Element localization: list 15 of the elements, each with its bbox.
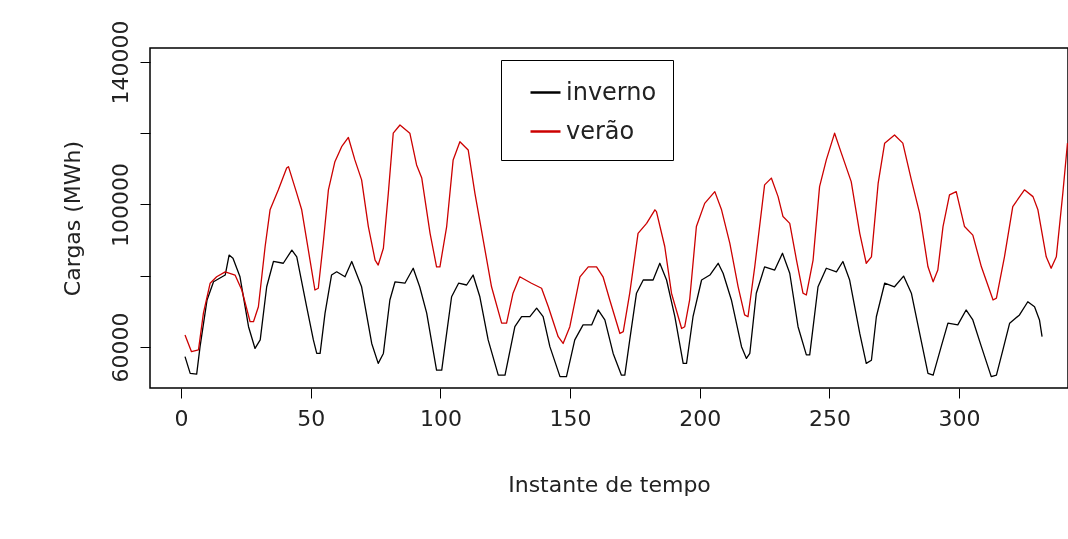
y-tick-label: 60000 bbox=[107, 312, 133, 383]
legend-label: inverno bbox=[566, 77, 657, 106]
x-tick-label: 300 bbox=[938, 405, 981, 431]
legend-label: verão bbox=[566, 116, 635, 145]
line-series bbox=[184, 249, 1043, 378]
x-tick-label: 150 bbox=[549, 405, 592, 431]
x-tick-label: 100 bbox=[419, 405, 462, 431]
y-tick-label: 140000 bbox=[107, 20, 133, 105]
x-tick-label: 50 bbox=[297, 405, 326, 431]
x-tick-label: 0 bbox=[174, 405, 189, 431]
x-tick-label: 200 bbox=[679, 405, 722, 431]
x-tick-label: 250 bbox=[808, 405, 851, 431]
x-axis-title: Instante de tempo bbox=[508, 471, 711, 497]
y-axis-title: Cargas (MWh) bbox=[59, 140, 85, 297]
y-tick-label: 100000 bbox=[107, 162, 133, 247]
